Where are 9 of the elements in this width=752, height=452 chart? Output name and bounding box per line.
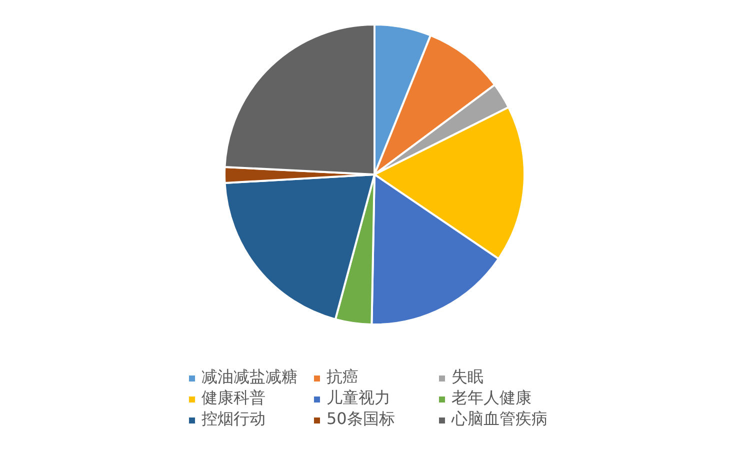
legend-label: 控烟行动	[202, 409, 266, 430]
legend-label: 减油减盐减糖	[202, 367, 298, 388]
legend-label: 50条国标	[326, 409, 396, 430]
legend-label: 健康科普	[202, 388, 266, 409]
legend-label: 抗癌	[326, 367, 360, 388]
legend-label: 失眠	[452, 367, 484, 388]
legend-label: 心脑血管疾病	[452, 409, 548, 430]
legend-label: 老年人健康	[452, 388, 532, 409]
legend-label: 儿童视力	[326, 388, 392, 409]
